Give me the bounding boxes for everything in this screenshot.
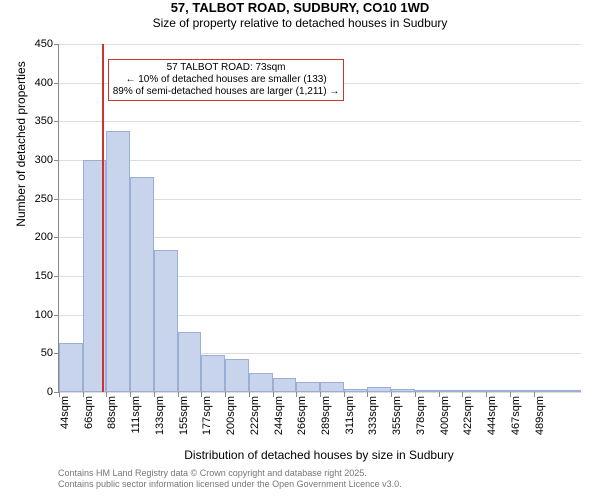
xtick-label: 44sqm [59, 396, 71, 429]
histogram-bar [462, 390, 486, 392]
histogram-bar [486, 390, 510, 392]
annotation-line: ← 10% of detached houses are smaller (13… [113, 74, 340, 86]
histogram-bar [178, 332, 202, 392]
xtick-label: 222sqm [249, 396, 261, 435]
reference-line [102, 44, 104, 392]
xtick-label: 422sqm [462, 396, 474, 435]
histogram-bar [154, 250, 178, 392]
histogram-bar [320, 382, 344, 392]
xtick-label: 66sqm [83, 396, 95, 429]
plot-area: 05010015020025030035040045044sqm66sqm88s… [58, 44, 581, 393]
histogram-bar [534, 390, 558, 392]
gridline [59, 121, 581, 122]
ytick-label: 250 [35, 193, 59, 205]
chart-title: 57, TALBOT ROAD, SUDBURY, CO10 1WD [0, 0, 600, 16]
histogram-bar [557, 390, 581, 392]
xtick-label: 133sqm [154, 396, 166, 435]
xtick-label: 378sqm [415, 396, 427, 435]
histogram-bar [59, 343, 83, 392]
histogram-bar [201, 355, 225, 392]
x-axis-label: Distribution of detached houses by size … [58, 448, 580, 462]
xtick-label: 200sqm [225, 396, 237, 435]
ytick-label: 50 [41, 347, 59, 359]
y-axis-label: Number of detached properties [14, 0, 28, 318]
xtick-label: 311sqm [344, 396, 356, 434]
footer-line-1: Contains HM Land Registry data © Crown c… [58, 468, 402, 479]
xtick-label: 400sqm [439, 396, 451, 435]
xtick-label: 467sqm [510, 396, 522, 435]
xtick-label: 177sqm [201, 396, 213, 435]
histogram-bar [367, 387, 391, 392]
gridline [59, 160, 581, 161]
ytick-label: 200 [35, 231, 59, 243]
xtick-label: 355sqm [391, 396, 403, 435]
chart-subtitle: Size of property relative to detached ho… [0, 16, 600, 30]
histogram-bar [439, 390, 463, 392]
histogram-bar [296, 382, 320, 392]
xtick-label: 266sqm [296, 396, 308, 435]
annotation-line: 57 TALBOT ROAD: 73sqm [113, 62, 340, 74]
ytick-label: 0 [47, 386, 59, 398]
ytick-label: 150 [35, 270, 59, 282]
xtick-label: 489sqm [534, 396, 546, 435]
ytick-label: 300 [35, 154, 59, 166]
histogram-bar [249, 373, 273, 392]
histogram-bar [415, 390, 439, 392]
histogram-bar [225, 359, 249, 392]
xtick-label: 289sqm [320, 396, 332, 435]
histogram-bar [510, 390, 534, 392]
ytick-label: 100 [35, 309, 59, 321]
histogram-bar [391, 389, 415, 392]
xtick-label: 444sqm [486, 396, 498, 435]
xtick-label: 155sqm [178, 396, 190, 435]
histogram-bar [106, 131, 130, 392]
ytick-label: 400 [35, 77, 59, 89]
footer-line-2: Contains public sector information licen… [58, 479, 402, 490]
histogram-bar [273, 378, 297, 392]
gridline [59, 44, 581, 45]
xtick-label: 244sqm [273, 396, 285, 435]
footer-attribution: Contains HM Land Registry data © Crown c… [58, 468, 402, 490]
ytick-label: 450 [35, 38, 59, 50]
histogram-bar [344, 389, 368, 392]
annotation-box: 57 TALBOT ROAD: 73sqm← 10% of detached h… [108, 59, 345, 101]
xtick-label: 88sqm [106, 396, 118, 429]
annotation-line: 89% of semi-detached houses are larger (… [113, 86, 340, 98]
xtick-label: 333sqm [367, 396, 379, 435]
xtick-label: 111sqm [130, 396, 142, 434]
ytick-label: 350 [35, 115, 59, 127]
histogram-bar [130, 177, 154, 392]
